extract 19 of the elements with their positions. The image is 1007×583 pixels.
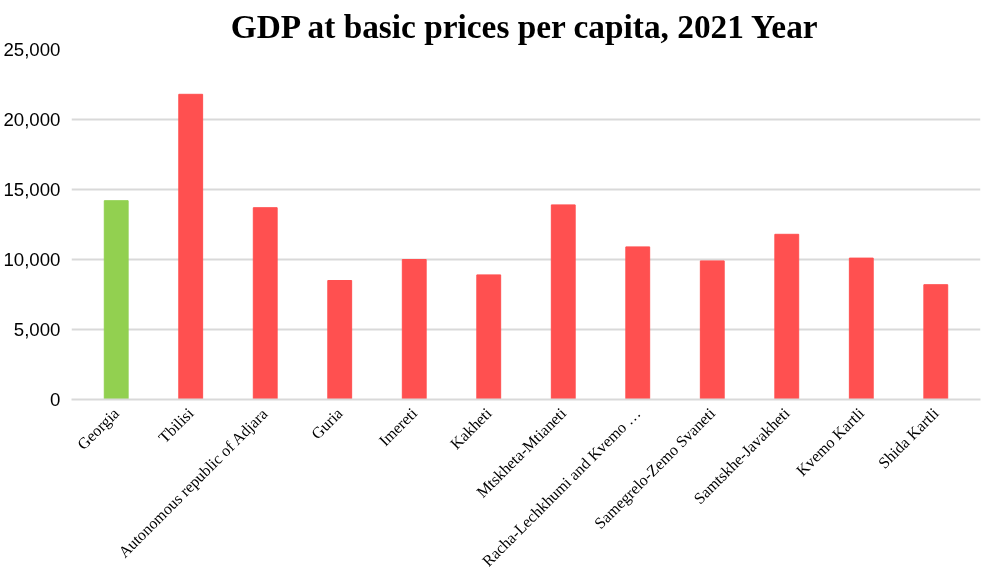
y-tick-label: 5,000 [13,319,61,340]
y-tick-label: 10,000 [3,249,61,270]
bar [625,246,651,400]
chart-title: GDP at basic prices per capita, 2021 Year [230,7,818,45]
y-tick-label: 25,000 [3,39,61,60]
bar [327,280,353,400]
bar [550,204,576,400]
bar [252,207,278,400]
bar [848,257,874,400]
bar [774,233,800,400]
bar [103,200,129,400]
y-tick-label: 0 [50,389,61,410]
y-tick-label: 15,000 [3,179,61,200]
y-tick-label: 20,000 [3,109,61,130]
bar [923,284,949,400]
bar [178,93,204,400]
bar [401,259,427,400]
bar [476,274,502,400]
bar [699,260,725,400]
